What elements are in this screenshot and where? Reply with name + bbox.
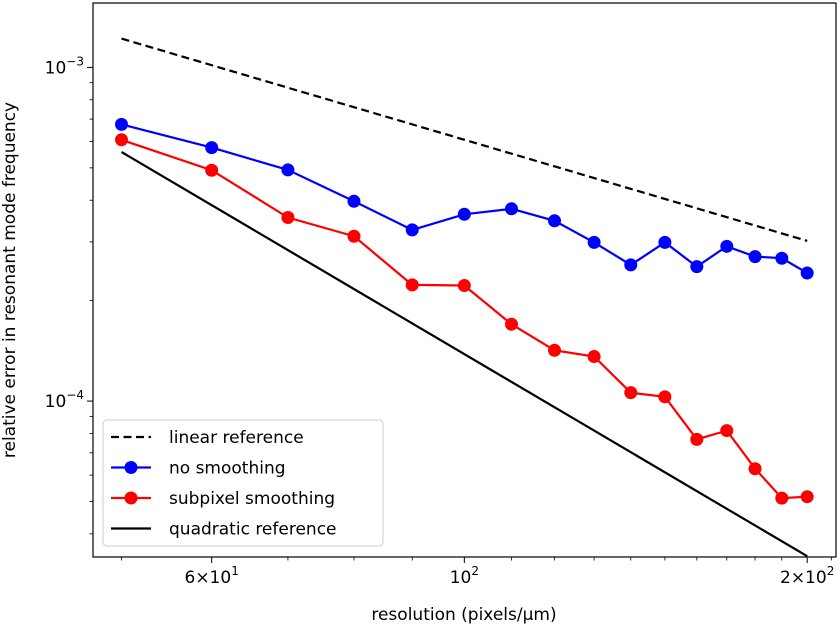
series-subpixel-smoothing-point bbox=[205, 163, 219, 177]
series-subpixel-smoothing-line bbox=[121, 138, 808, 500]
x-tick-label: 6×101 bbox=[185, 564, 239, 588]
y-axis-label: relative error in resonant mode frequenc… bbox=[0, 102, 20, 458]
series-subpixel-smoothing-point bbox=[624, 386, 638, 400]
legend-subpixel-smoothing-label: subpixel smoothing bbox=[169, 489, 335, 509]
x-tick-label: 2×102 bbox=[780, 564, 834, 588]
x-axis: 6×101 102 2×102 bbox=[121, 557, 834, 588]
series-no-smoothing-point bbox=[624, 258, 638, 272]
series-no-smoothing-line bbox=[121, 123, 808, 274]
series-no-smoothing-point bbox=[504, 202, 518, 216]
legend: linear reference no smoothing subpixel smo… bbox=[102, 419, 384, 547]
series-no-smoothing-point bbox=[457, 207, 471, 221]
series-no-smoothing-point bbox=[658, 235, 672, 249]
series-linear-reference-line bbox=[121, 37, 808, 242]
series-no-smoothing-point bbox=[748, 250, 762, 264]
series-subpixel-smoothing-point bbox=[347, 229, 361, 243]
series-no-smoothing-point bbox=[587, 235, 601, 249]
legend-no-smoothing-marker bbox=[124, 461, 138, 474]
legend-subpixel-smoothing-marker bbox=[124, 491, 138, 505]
series-no-smoothing-point bbox=[775, 251, 789, 265]
series-no-smoothing-point bbox=[720, 239, 734, 253]
y-axis: 10−4 10−3 bbox=[45, 54, 93, 535]
series-no-smoothing-point bbox=[115, 117, 129, 131]
y-tick-label: 10−3 bbox=[45, 54, 84, 78]
series-quadratic-reference-line bbox=[120, 151, 808, 558]
series-no-smoothing-point bbox=[548, 214, 562, 228]
series-subpixel-smoothing-point bbox=[800, 490, 814, 504]
series-subpixel-smoothing-point bbox=[587, 350, 601, 364]
series-subpixel-smoothing-point bbox=[748, 462, 762, 476]
series-subpixel-smoothing-point bbox=[457, 279, 471, 293]
legend-linear-reference-label: linear reference bbox=[169, 428, 304, 448]
x-axis-label: resolution (pixels/µm) bbox=[371, 605, 556, 625]
series-subpixel-smoothing-point bbox=[658, 390, 672, 404]
x-tick-label: 102 bbox=[450, 564, 479, 588]
legend-box bbox=[102, 419, 384, 547]
series-subpixel-smoothing-point bbox=[690, 432, 704, 446]
y-tick-label: 10−4 bbox=[45, 388, 84, 412]
series-no-smoothing-point bbox=[205, 141, 219, 155]
series-subpixel-smoothing-point bbox=[115, 133, 129, 147]
series-no-smoothing-point bbox=[690, 260, 704, 274]
series-subpixel-smoothing-point bbox=[504, 317, 518, 331]
series-subpixel-smoothing-point bbox=[775, 491, 789, 505]
series-no-smoothing-point bbox=[800, 266, 814, 280]
series-no-smoothing-point bbox=[347, 194, 361, 208]
series-subpixel-smoothing-point bbox=[548, 343, 562, 357]
legend-no-smoothing-label: no smoothing bbox=[169, 459, 286, 479]
series-subpixel-smoothing-point bbox=[405, 278, 419, 292]
legend-quadratic-reference-label: quadratic reference bbox=[169, 520, 337, 540]
series-subpixel-smoothing-point bbox=[281, 211, 295, 225]
series-no-smoothing-point bbox=[405, 223, 419, 237]
series-layer bbox=[115, 37, 814, 558]
series-subpixel-smoothing-point bbox=[720, 424, 734, 438]
series-no-smoothing-point bbox=[281, 163, 295, 177]
